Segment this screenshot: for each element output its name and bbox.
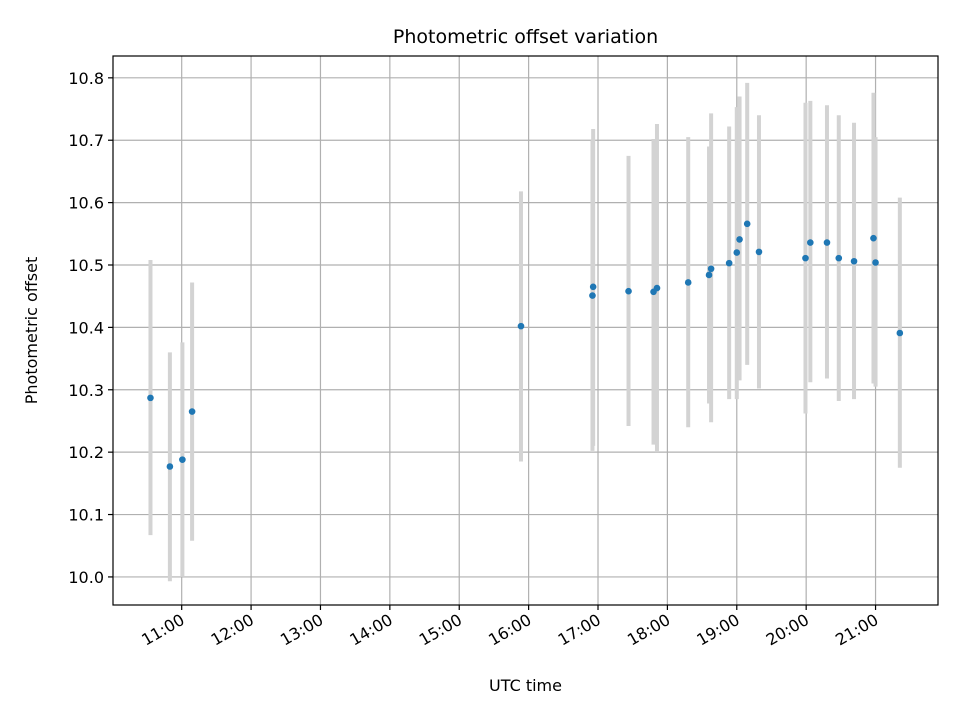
- data-point: [835, 254, 843, 262]
- data-point: [653, 284, 661, 292]
- x-tick-label: 21:00: [832, 610, 881, 650]
- data-point: [705, 271, 713, 279]
- data-point: [850, 257, 858, 265]
- x-tick-label: 12:00: [208, 610, 257, 650]
- data-point: [684, 279, 692, 286]
- data-point: [707, 265, 715, 273]
- y-tick-label: 10.8: [68, 69, 104, 88]
- data-point: [179, 456, 186, 463]
- data-point: [517, 322, 525, 330]
- data-points: [147, 220, 904, 470]
- y-tick-label: 10.4: [68, 318, 104, 337]
- data-point: [823, 239, 831, 246]
- data-point: [870, 234, 877, 242]
- chart-title: Photometric offset variation: [393, 26, 658, 48]
- y-tick-label: 10.0: [68, 568, 104, 587]
- data-point: [896, 329, 904, 337]
- data-point: [807, 239, 814, 246]
- plot-frame: [112, 55, 939, 606]
- data-point: [872, 259, 879, 266]
- error-bars: [148, 82, 902, 582]
- x-tick-label: 14:00: [346, 610, 395, 650]
- x-axis-label: UTC time: [489, 676, 562, 695]
- data-point: [802, 254, 809, 262]
- x-tick-label: 19:00: [693, 610, 742, 650]
- data-point: [589, 292, 596, 299]
- data-point: [625, 287, 632, 295]
- x-tick-label: 18:00: [624, 610, 673, 650]
- y-tick-label: 10.5: [68, 256, 104, 275]
- data-point: [147, 394, 154, 402]
- data-point: [188, 408, 196, 415]
- data-point: [166, 463, 174, 470]
- x-tick-label: 13:00: [277, 610, 326, 650]
- x-tick-label: 11:00: [138, 610, 187, 650]
- x-tick-label: 15:00: [416, 610, 465, 650]
- y-tick-label: 10.3: [68, 381, 104, 400]
- grid-lines: [113, 56, 938, 605]
- x-tick-label: 20:00: [763, 610, 812, 650]
- data-point: [755, 248, 763, 256]
- data-point: [736, 236, 743, 243]
- y-axis-label: Photometric offset: [22, 257, 41, 405]
- data-point: [733, 249, 741, 256]
- data-point: [589, 283, 597, 291]
- y-tick-label: 10.6: [68, 194, 104, 213]
- x-tick-label: 17:00: [555, 610, 604, 650]
- data-point: [725, 259, 733, 267]
- y-tick-label: 10.1: [68, 506, 104, 525]
- x-tick-label: 16:00: [485, 610, 534, 650]
- data-point: [743, 220, 751, 228]
- y-tick-label: 10.7: [68, 131, 104, 150]
- y-tick-label: 10.2: [68, 443, 104, 462]
